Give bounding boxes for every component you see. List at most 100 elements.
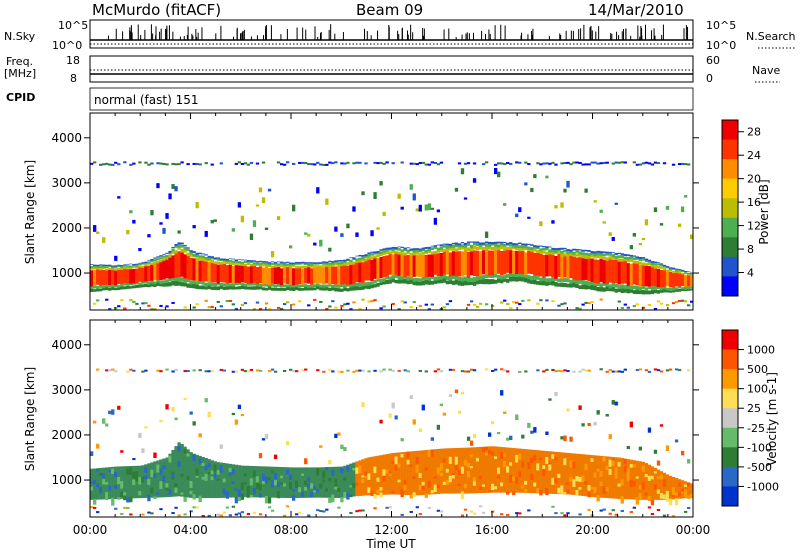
power-cell [578, 161, 582, 164]
power-cell [322, 267, 326, 285]
velocity-cell [566, 489, 570, 494]
power-cell [599, 258, 603, 283]
power-cell [445, 303, 450, 306]
velocity-cell [219, 467, 223, 473]
power-cell [138, 265, 142, 268]
power-cell [292, 303, 296, 306]
velocity-cell [93, 479, 97, 485]
power-cell [364, 259, 368, 281]
velocity-cell [569, 477, 573, 482]
power-cell [132, 265, 136, 268]
power-cell [114, 265, 118, 267]
power-cell [524, 277, 528, 283]
velocity-cell [686, 495, 691, 499]
power-cell [424, 303, 428, 306]
power-cell [572, 161, 576, 164]
velocity-cell [439, 448, 444, 494]
power-cell [448, 276, 453, 281]
power-cell [418, 253, 422, 257]
velocity-cell [204, 465, 208, 471]
velocity-cell [653, 368, 658, 371]
velocity-cell [424, 450, 428, 495]
power-cell [629, 245, 633, 250]
velocity-cell [650, 466, 655, 500]
power-cell [183, 254, 187, 279]
power-cell [108, 284, 112, 288]
power-cell [108, 307, 112, 310]
power-cell [490, 246, 495, 251]
velocity-cell [391, 491, 395, 494]
power-cell [611, 254, 615, 257]
velocity-cell [554, 512, 558, 515]
power-cell [189, 253, 193, 257]
velocity-cell [563, 435, 567, 442]
power-cell [415, 251, 419, 255]
power-cell [295, 266, 299, 269]
velocity-cell [689, 483, 694, 498]
power-cell [171, 280, 175, 286]
power-cell [421, 251, 425, 255]
power-cell [264, 227, 269, 231]
velocity-cell [545, 431, 549, 436]
velocity-cell [279, 482, 284, 485]
velocity-cell [216, 513, 220, 516]
power-cell [144, 262, 148, 265]
velocity-cell [391, 369, 395, 372]
power-cell [334, 261, 338, 264]
power-cell [138, 161, 142, 164]
power-cell [270, 287, 275, 291]
velocity-cell [536, 369, 540, 372]
power-cell [442, 243, 447, 245]
power-cell [509, 307, 513, 310]
velocity-cell [328, 497, 332, 504]
velocity-cell [512, 448, 516, 493]
power-cell [117, 265, 121, 268]
velocity-cell [500, 368, 504, 371]
velocity-cell [126, 466, 130, 499]
velocity-cell [563, 458, 567, 466]
velocity-cell [141, 513, 145, 516]
velocity-cell [222, 478, 226, 483]
power-cell [608, 286, 612, 292]
velocity-cell [361, 509, 365, 512]
power-cell [156, 282, 160, 286]
velocity-cell [584, 369, 588, 372]
velocity-cell [246, 490, 251, 498]
power-cell [162, 227, 166, 234]
power-cell [276, 266, 281, 284]
power-cell [500, 275, 504, 280]
power-cell [288, 284, 293, 288]
velocity-cell [497, 475, 501, 479]
velocity-cell [322, 510, 326, 513]
power-cell [424, 163, 428, 166]
velocity-cell [581, 475, 585, 480]
power-cell [572, 256, 576, 280]
power-cell [581, 249, 585, 252]
power-cell [207, 306, 211, 309]
velocity-cell [156, 369, 160, 372]
power-cell [472, 162, 477, 165]
velocity-cell [560, 452, 564, 495]
power-cell [123, 264, 127, 265]
velocity-cell [174, 446, 178, 497]
velocity-cell [222, 488, 226, 495]
power-cell [352, 257, 356, 260]
power-cell [665, 269, 670, 272]
power-cell [638, 257, 643, 259]
velocity-cell [135, 465, 139, 499]
power-cell [180, 161, 184, 164]
power-cell [234, 286, 239, 290]
power-cell [478, 243, 483, 247]
power-cell [325, 163, 329, 166]
power-cell [494, 246, 498, 250]
velocity-cell [382, 469, 386, 477]
velocity-cell [319, 510, 323, 513]
velocity-cell [246, 370, 251, 373]
power-cell [494, 163, 498, 166]
power-cell [307, 304, 311, 307]
velocity-cell [638, 485, 643, 490]
velocity-cell [418, 450, 422, 496]
power-cell [177, 281, 181, 286]
power-cell [487, 250, 492, 276]
velocity-cell [403, 369, 407, 372]
